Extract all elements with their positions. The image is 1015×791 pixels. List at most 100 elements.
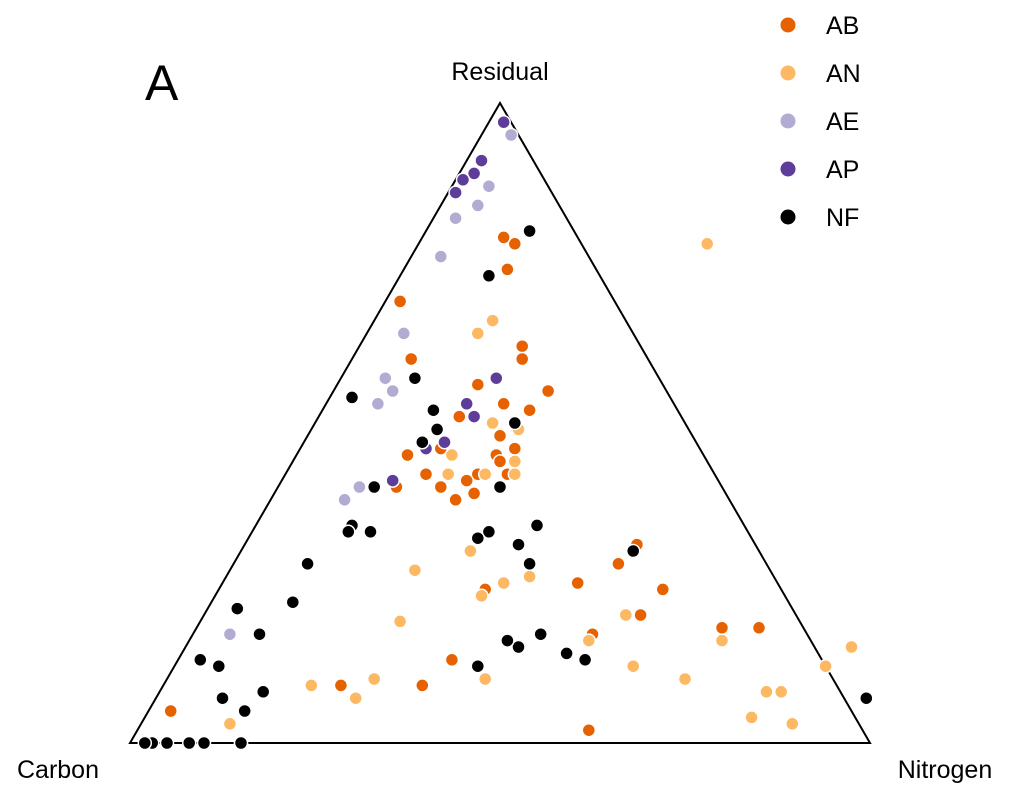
point-nf-27	[500, 633, 515, 648]
point-nf-24	[859, 690, 874, 706]
point-ab-8	[540, 383, 556, 399]
point-an-30	[222, 716, 238, 732]
point-ab-24	[466, 486, 482, 501]
point-ab-33	[633, 607, 648, 623]
point-ap-0	[496, 114, 511, 130]
point-ap-2	[466, 166, 482, 181]
point-ae-2	[470, 198, 486, 213]
point-an-23	[818, 658, 833, 674]
point-ae-3	[448, 210, 463, 226]
point-ae-9	[352, 479, 367, 495]
point-nf-37	[196, 735, 212, 751]
vertex-label-right: Nitrogen	[898, 756, 993, 784]
point-nf-34	[215, 690, 230, 706]
point-ab-0	[507, 236, 523, 252]
point-ab-22	[459, 473, 474, 488]
point-nf-8	[415, 434, 430, 450]
point-ab-38	[415, 678, 430, 693]
point-ab-17	[492, 454, 508, 469]
point-nf-32	[211, 658, 227, 674]
legend-label-nf: NF	[826, 204, 859, 232]
point-ap-8	[437, 434, 452, 450]
point-ap-4	[448, 185, 463, 200]
point-an-29	[677, 671, 693, 687]
point-nf-3	[407, 370, 423, 386]
point-nf-4	[344, 390, 360, 405]
point-an-17	[392, 614, 408, 629]
point-ab-40	[163, 703, 178, 719]
point-an-2	[470, 326, 486, 341]
point-an-28	[759, 684, 774, 700]
point-an-31	[785, 716, 800, 732]
point-ab-35	[714, 620, 730, 636]
point-ap-7	[466, 409, 482, 424]
legend: AB AN AE AP NF	[780, 12, 861, 232]
point-an-24	[773, 684, 789, 700]
legend-label-ap: AP	[826, 156, 859, 184]
point-ab-3	[514, 351, 530, 367]
point-an-22	[304, 678, 319, 693]
point-nf-12	[481, 524, 497, 540]
point-ab-2	[514, 338, 530, 354]
point-ab-37	[444, 652, 460, 668]
point-ap-5	[489, 370, 504, 386]
point-ab-39	[333, 678, 349, 693]
point-ap-6	[459, 396, 474, 412]
point-an-9	[477, 466, 493, 482]
point-an-25	[348, 690, 363, 706]
point-nf-26	[511, 639, 526, 655]
point-nf-30	[559, 646, 574, 661]
point-ab-15	[507, 441, 523, 456]
point-an-20	[581, 633, 597, 648]
point-nf-15	[625, 543, 641, 559]
point-an-19	[844, 639, 859, 655]
point-nf-22	[252, 626, 267, 642]
point-an-32	[744, 710, 759, 725]
point-ab-12	[492, 428, 508, 444]
point-nf-21	[285, 594, 301, 610]
point-ae-1	[481, 178, 497, 194]
point-ap-3	[455, 172, 471, 188]
point-an-27	[625, 658, 641, 674]
panel-letter: A	[145, 55, 179, 111]
point-nf-29	[577, 652, 593, 668]
point-ae-7	[385, 383, 400, 399]
point-nf-36	[181, 735, 197, 751]
point-nf-38	[159, 735, 175, 751]
legend-label-ae: AE	[826, 108, 859, 136]
point-nf-7	[429, 422, 445, 437]
point-ab-11	[452, 409, 467, 424]
point-an-21	[477, 671, 493, 687]
legend-label-an: AN	[826, 60, 861, 88]
point-nf-17	[363, 524, 378, 540]
point-ab-34	[751, 620, 767, 636]
point-nf-25	[533, 626, 548, 642]
data-points	[137, 114, 874, 751]
point-an-5	[444, 447, 460, 463]
point-ab-10	[522, 402, 537, 418]
point-nf-19	[300, 556, 315, 572]
point-an-13	[496, 575, 511, 591]
point-an-15	[407, 562, 423, 578]
point-ae-11	[222, 626, 238, 642]
point-an-1	[485, 313, 500, 328]
point-nf-5	[426, 402, 441, 418]
vertex-label-left: Carbon	[17, 756, 99, 784]
vertex-label-top: Residual	[451, 58, 548, 86]
point-ab-7	[470, 377, 486, 392]
point-an-0	[699, 236, 715, 252]
point-nf-23	[230, 601, 245, 616]
point-ab-6	[392, 294, 408, 309]
point-nf-11	[529, 518, 545, 533]
point-nf-33	[255, 684, 271, 700]
legend-marker-ap	[780, 161, 796, 177]
point-ae-6	[378, 370, 393, 386]
point-nf-41	[137, 735, 153, 751]
legend-marker-ab	[780, 17, 796, 33]
point-ab-14	[403, 351, 419, 367]
point-an-12	[522, 569, 537, 584]
point-ae-4	[433, 249, 449, 264]
point-ab-25	[448, 492, 463, 508]
point-an-6	[507, 454, 523, 469]
